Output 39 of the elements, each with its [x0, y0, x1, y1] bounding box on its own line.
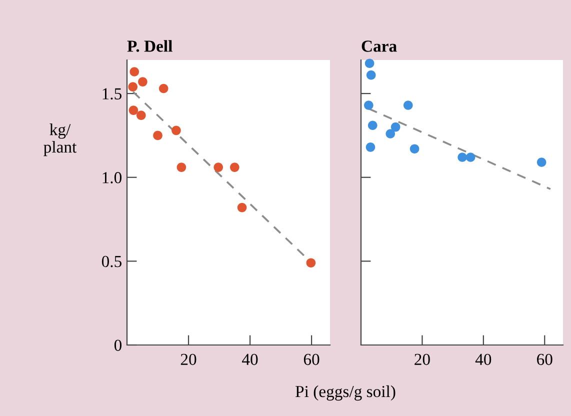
point — [130, 67, 140, 76]
chart-title: Cara — [362, 40, 397, 52]
point — [136, 110, 146, 120]
y-axis-title: kg/ plant — [44, 124, 77, 156]
x-tick-label: 40 — [475, 354, 492, 366]
point — [214, 162, 224, 172]
point — [172, 126, 181, 136]
x-tick-label: 60 — [304, 354, 320, 366]
point — [128, 106, 138, 115]
y-tick-label: 0.5 — [102, 256, 122, 268]
x-tick-label: 20 — [414, 354, 430, 366]
y-tick-label: 1.0 — [102, 172, 122, 184]
point — [306, 258, 316, 268]
point — [390, 122, 400, 132]
point — [366, 70, 376, 80]
point — [128, 82, 138, 92]
point — [466, 152, 476, 162]
point — [366, 142, 376, 152]
point — [368, 120, 378, 130]
point — [364, 58, 374, 68]
point — [536, 158, 546, 167]
point — [458, 152, 467, 162]
point — [153, 130, 162, 140]
point — [403, 100, 413, 110]
x-tick-label: 20 — [180, 354, 196, 366]
x-tick-label: 40 — [242, 354, 258, 366]
point — [410, 144, 420, 154]
x-axis-title: Pi (eggs/g soil) — [296, 385, 396, 401]
y-tick-label: 1.5 — [102, 88, 122, 100]
chart-title: P. Dell — [127, 40, 172, 52]
point — [176, 162, 186, 172]
point — [364, 100, 374, 110]
point — [230, 162, 240, 172]
point — [237, 202, 247, 212]
point — [158, 84, 168, 94]
point — [386, 129, 396, 138]
point — [138, 77, 148, 86]
y-tick-label: 0 — [114, 340, 122, 351]
x-tick-label: 60 — [537, 354, 552, 366]
